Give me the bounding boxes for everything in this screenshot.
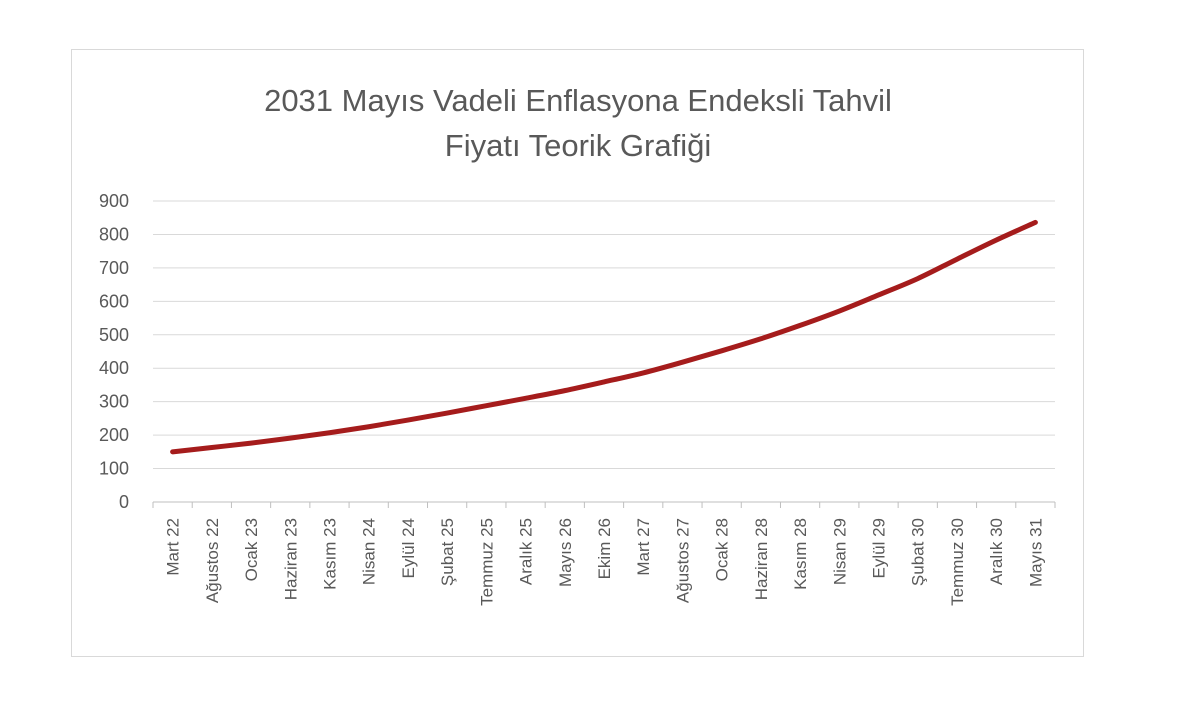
y-tick-label: 400: [99, 358, 129, 378]
gridlines: [153, 200, 1055, 470]
x-tick-label: Ağustos 22: [203, 518, 222, 603]
x-tick-label: Mart 27: [634, 518, 653, 576]
x-tick-label: Kasım 28: [791, 518, 810, 590]
x-tick-label: Temmuz 25: [477, 518, 496, 606]
x-tick-label: Nisan 24: [360, 518, 379, 585]
chart-title-line-2: Fiyatı Teorik Grafiği: [445, 128, 711, 163]
series-line: [170, 219, 1038, 455]
x-tick-label: Aralık 30: [987, 518, 1006, 585]
y-tick-label: 900: [99, 191, 129, 211]
x-tick-label: Eylül 29: [870, 518, 889, 578]
x-tick-label: Eylül 24: [399, 518, 418, 578]
line-chart: 2031 Mayıs Vadeli Enflasyona Endeksli Ta…: [99, 83, 1056, 606]
x-tick-label: Şubat 25: [438, 518, 457, 586]
x-tick-label: Nisan 29: [830, 518, 849, 585]
y-axis-tick-labels: 0 100 200 300 400 500 600 700 800 900: [99, 191, 129, 512]
x-tick-label: Ocak 28: [713, 518, 732, 581]
chart-title: 2031 Mayıs Vadeli Enflasyona Endeksli Ta…: [264, 83, 892, 163]
y-tick-label: 700: [99, 258, 129, 278]
x-tick-label: Ocak 23: [242, 518, 261, 581]
x-axis: [152, 501, 1056, 508]
y-tick-label: 100: [99, 459, 129, 479]
x-tick-label: Mart 22: [164, 518, 183, 576]
chart-area: 2031 Mayıs Vadeli Enflasyona Endeksli Ta…: [71, 49, 1084, 657]
chart-title-line-1: 2031 Mayıs Vadeli Enflasyona Endeksli Ta…: [264, 83, 892, 118]
x-axis-tick-labels: Mart 22 Ağustos 22 Ocak 23 Haziran 23 Kasım …: [164, 518, 1046, 606]
x-tick-label: Kasım 23: [320, 518, 339, 590]
x-tick-label: Şubat 30: [909, 518, 928, 586]
series-layer: [170, 219, 1038, 455]
x-tick-label: Mayıs 26: [556, 518, 575, 587]
x-tick-label: Haziran 28: [752, 518, 771, 600]
y-tick-label: 200: [99, 425, 129, 445]
y-tick-label: 0: [119, 492, 129, 512]
x-tick-label: Temmuz 30: [948, 518, 967, 606]
y-tick-label: 600: [99, 291, 129, 311]
y-tick-label: 500: [99, 325, 129, 345]
x-tick-label: Aralık 25: [517, 518, 536, 585]
y-tick-label: 300: [99, 392, 129, 412]
x-tick-label: Haziran 23: [281, 518, 300, 600]
x-tick-label: Mayıs 31: [1026, 518, 1045, 587]
y-tick-label: 800: [99, 224, 129, 244]
x-tick-label: Ekim 26: [595, 518, 614, 579]
x-tick-label: Ağustos 27: [673, 518, 692, 603]
